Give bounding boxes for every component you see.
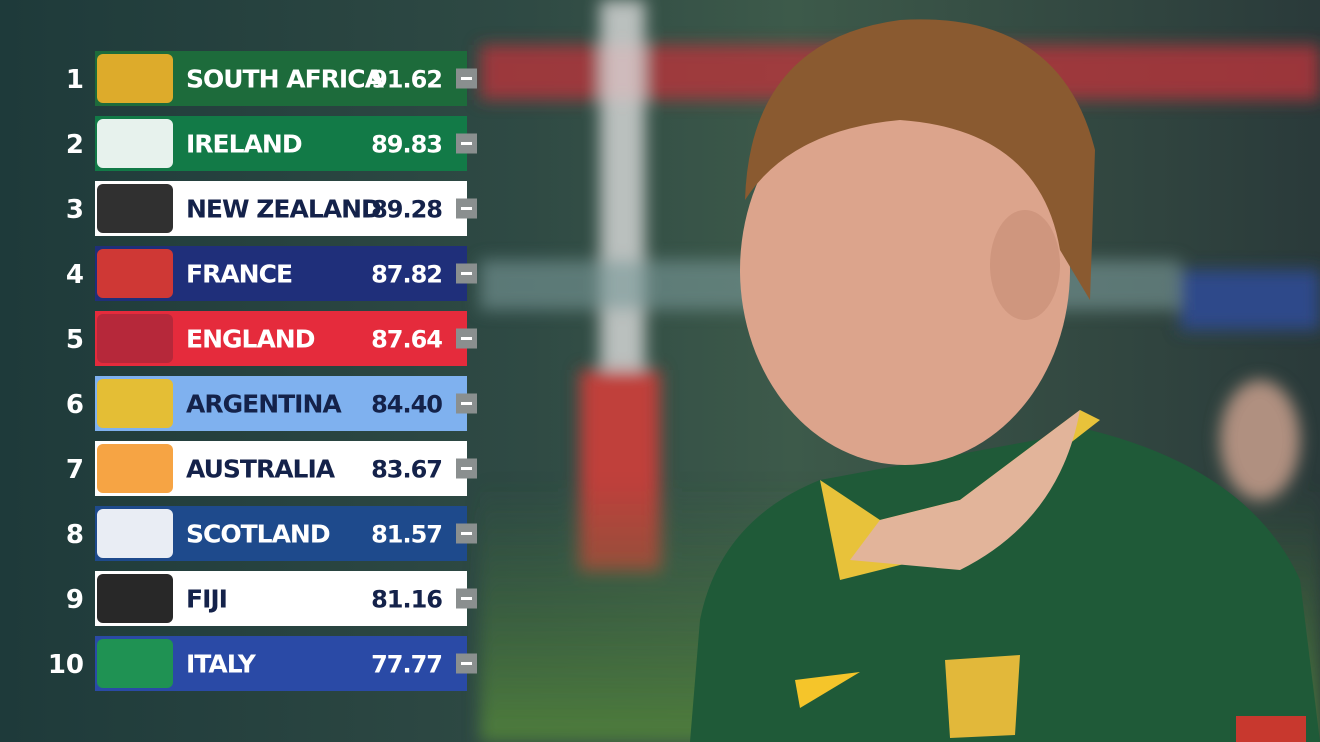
team-name: ENGLAND bbox=[186, 325, 315, 354]
team-name: IRELAND bbox=[186, 130, 302, 159]
rank-number: 10 bbox=[48, 650, 84, 680]
no-change-dash bbox=[461, 142, 472, 145]
team-logo bbox=[97, 314, 173, 363]
team-name: FIJI bbox=[186, 585, 227, 614]
team-logo bbox=[97, 249, 173, 298]
team-name: SCOTLAND bbox=[186, 520, 330, 549]
team-points: 87.64 bbox=[371, 326, 442, 354]
team-name: ITALY bbox=[186, 650, 257, 679]
team-points: 91.62 bbox=[371, 66, 442, 94]
team-name: SOUTH AFRICA bbox=[186, 65, 385, 94]
team-points: 83.67 bbox=[371, 456, 442, 484]
team-points: 81.57 bbox=[371, 521, 442, 549]
no-change-dash bbox=[461, 77, 472, 80]
team-points: 87.82 bbox=[371, 261, 442, 289]
team-logo bbox=[97, 444, 173, 493]
team-name: ARGENTINA bbox=[186, 390, 342, 419]
no-change-dash bbox=[461, 597, 472, 600]
team-logo bbox=[97, 379, 173, 428]
team-points: 77.77 bbox=[371, 651, 442, 679]
no-change-dash bbox=[461, 272, 472, 275]
rank-number: 5 bbox=[66, 325, 84, 355]
team-logo bbox=[97, 119, 173, 168]
no-change-dash bbox=[461, 662, 472, 665]
team-points: 81.16 bbox=[371, 586, 442, 614]
team-logo bbox=[97, 54, 173, 103]
rank-number: 4 bbox=[66, 260, 84, 290]
team-name: NEW ZEALAND bbox=[186, 195, 381, 224]
rank-number: 2 bbox=[66, 130, 84, 160]
no-change-dash bbox=[461, 532, 472, 535]
rank-number: 8 bbox=[66, 520, 84, 550]
team-name: AUSTRALIA bbox=[186, 455, 336, 484]
team-points: 89.28 bbox=[371, 196, 442, 224]
team-logo bbox=[97, 184, 173, 233]
rank-number: 9 bbox=[66, 585, 84, 615]
rank-number: 7 bbox=[66, 455, 84, 485]
team-name: FRANCE bbox=[186, 260, 292, 289]
no-change-dash bbox=[461, 207, 472, 210]
no-change-dash bbox=[461, 337, 472, 340]
team-points: 89.83 bbox=[371, 131, 442, 159]
no-change-dash bbox=[461, 467, 472, 470]
rank-number: 1 bbox=[66, 65, 84, 95]
team-logo bbox=[97, 639, 173, 688]
team-points: 84.40 bbox=[371, 391, 442, 419]
rank-number: 6 bbox=[66, 390, 84, 420]
no-change-dash bbox=[461, 402, 472, 405]
player-photo bbox=[690, 19, 1320, 742]
team-logo bbox=[97, 574, 173, 623]
rank-number: 3 bbox=[66, 195, 84, 225]
team-logo bbox=[97, 509, 173, 558]
